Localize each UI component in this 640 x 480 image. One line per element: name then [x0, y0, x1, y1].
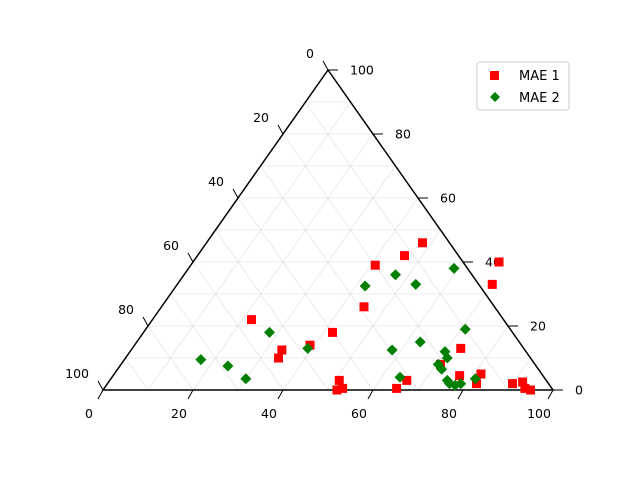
- data-point-mae2: [394, 371, 406, 383]
- legend-box: [476, 61, 570, 111]
- grid-line: [305, 101, 509, 391]
- data-point-mae2: [195, 354, 207, 366]
- triangle-frame: [101, 68, 555, 391]
- bottom-tick: [97, 389, 104, 400]
- data-point-mae2: [441, 374, 453, 386]
- data-point-mae1: [359, 302, 369, 312]
- grid-line: [147, 101, 351, 391]
- data-point-mae2: [455, 378, 467, 390]
- data-point-mae1: [456, 343, 466, 353]
- data-point-mae2: [448, 262, 460, 274]
- data-point-mae1: [402, 375, 412, 385]
- data-point-mae1: [472, 379, 481, 389]
- bottom-tick: [277, 389, 284, 400]
- grid-line: [125, 357, 149, 391]
- data-point-mae2: [436, 363, 448, 375]
- data-point-mae1: [455, 371, 465, 381]
- grid-line: [147, 325, 194, 391]
- bottom-tick-label: 80: [441, 406, 457, 421]
- left-tick-label: 60: [163, 238, 179, 253]
- right-tick-label: 60: [440, 191, 456, 206]
- data-point-mae1: [274, 353, 283, 363]
- right-tick-label: 0: [575, 383, 583, 398]
- left-tick-label: 0: [306, 46, 314, 61]
- data-point-mae1: [418, 238, 427, 248]
- bottom-tick-label: 100: [527, 406, 551, 421]
- left-tick: [97, 380, 104, 391]
- bottom-tick-label: 20: [171, 406, 187, 421]
- left-tick: [142, 316, 149, 327]
- bottom-tick: [367, 389, 374, 400]
- data-point-mae1: [332, 385, 342, 395]
- data-point-mae2: [441, 352, 453, 364]
- left-tick-label: 80: [118, 302, 134, 317]
- bottom-tick: [547, 389, 554, 400]
- data-point-mae1: [328, 327, 337, 337]
- data-point-mae1: [392, 383, 402, 393]
- data-point-mae1: [476, 369, 486, 379]
- left-tick: [322, 60, 329, 71]
- data-point-mae1: [370, 260, 380, 270]
- data-point-mae2: [264, 326, 275, 338]
- data-point-mae2: [390, 269, 401, 281]
- data-point-mae2: [222, 360, 234, 372]
- grid-line: [237, 165, 396, 391]
- legend-marker-mae2: [490, 92, 500, 102]
- data-point-mae1: [487, 279, 497, 289]
- legend: MAE 1 MAE 2: [476, 61, 570, 111]
- right-tick-label: 80: [395, 127, 411, 142]
- left-tick: [277, 124, 284, 135]
- data-point-mae1: [494, 257, 504, 267]
- left-tick-label: 20: [253, 110, 269, 125]
- data-point-mae1: [526, 385, 535, 395]
- grid-line: [170, 293, 239, 391]
- data-point-mae1: [277, 345, 287, 355]
- right-tick-label: 100: [350, 63, 374, 78]
- left-tick: [187, 252, 194, 263]
- data-point-mae1: [508, 379, 517, 389]
- data-point-mae2: [414, 336, 426, 348]
- data-point-mae1: [338, 383, 348, 393]
- data-point-mae2: [359, 280, 371, 292]
- grid-line: [327, 229, 441, 391]
- legend-label-mae2: MAE 2: [519, 91, 560, 106]
- left-tick-label: 40: [208, 174, 224, 189]
- left-tick: [232, 188, 239, 199]
- grid-line: [372, 261, 464, 391]
- data-point-mae1: [520, 383, 530, 393]
- data-point-mae2: [386, 344, 398, 356]
- grid-lines: [125, 101, 531, 391]
- data-point-mae2: [410, 278, 422, 290]
- bottom-tick-label: 40: [261, 406, 277, 421]
- legend-marker-mae1: [490, 71, 499, 80]
- data-point-mae1: [247, 315, 256, 325]
- bottom-tick: [457, 389, 464, 400]
- left-tick-label: 100: [65, 366, 89, 381]
- bottom-tick: [187, 389, 194, 400]
- grid-line: [417, 293, 486, 391]
- data-point-mae2: [302, 342, 314, 354]
- legend-label-mae1: MAE 1: [519, 69, 560, 84]
- data-point-mae1: [518, 377, 528, 387]
- data-point-mae1: [334, 375, 344, 385]
- grid-line: [215, 229, 329, 391]
- right-tick-label: 20: [530, 319, 546, 334]
- data-point-mae1: [400, 251, 409, 261]
- bottom-tick-label: 60: [351, 406, 367, 421]
- grid-line: [192, 261, 284, 391]
- triangle-outline: [101, 68, 555, 391]
- bottom-tick-label: 0: [85, 406, 93, 421]
- data-points: [195, 238, 535, 395]
- data-point-mae2: [459, 323, 471, 335]
- data-point-mae2: [240, 373, 252, 385]
- data-point-mae2: [469, 373, 481, 385]
